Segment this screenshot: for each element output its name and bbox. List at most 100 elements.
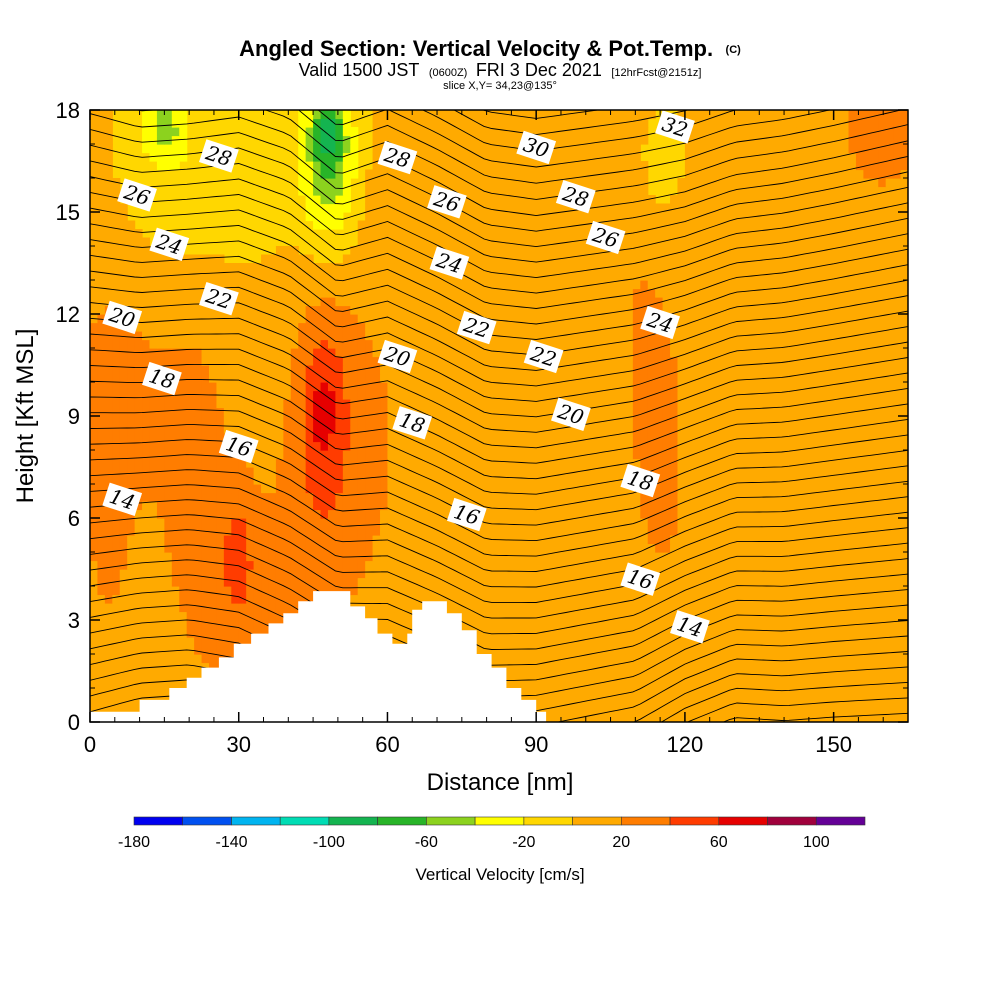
velocity-cell (409, 382, 418, 392)
velocity-cell (603, 399, 612, 409)
velocity-cell (640, 543, 649, 553)
velocity-cell (223, 526, 232, 536)
velocity-cell (855, 713, 864, 722)
velocity-cell (201, 628, 210, 638)
velocity-cell (536, 552, 545, 562)
velocity-cell (194, 501, 203, 511)
velocity-cell (216, 441, 225, 451)
velocity-cell (112, 543, 121, 553)
velocity-cell (149, 390, 158, 400)
velocity-cell (870, 713, 879, 722)
velocity-cell (617, 696, 627, 706)
velocity-cell (327, 339, 336, 349)
velocity-cell (610, 424, 619, 434)
velocity-cell (112, 407, 121, 417)
velocity-cell (789, 365, 798, 375)
velocity-cell (714, 373, 723, 383)
velocity-cell (149, 424, 158, 434)
velocity-cell (833, 416, 842, 426)
velocity-cell (848, 467, 857, 477)
velocity-cell (796, 654, 805, 664)
velocity-cell (528, 662, 537, 672)
velocity-cell (558, 611, 567, 621)
velocity-cell (253, 628, 262, 638)
velocity-cell (841, 518, 850, 528)
velocity-cell (149, 518, 158, 528)
velocity-cell (647, 373, 656, 383)
velocity-cell (90, 603, 99, 613)
velocity-cell (90, 526, 99, 536)
velocity-cell (528, 535, 537, 545)
velocity-cell (670, 492, 679, 502)
velocity-cell (380, 628, 389, 638)
velocity-cell (104, 424, 113, 434)
velocity-cell (818, 365, 827, 375)
velocity-cell (127, 662, 136, 672)
velocity-cell (298, 441, 307, 451)
velocity-cell (759, 407, 768, 417)
velocity-cell (134, 399, 143, 409)
velocity-cell (439, 441, 448, 451)
velocity-cell (394, 586, 403, 596)
velocity-cell (662, 526, 671, 536)
velocity-cell (394, 467, 403, 477)
velocity-cell (90, 577, 99, 587)
velocity-cell (625, 713, 634, 722)
velocity-cell (380, 450, 389, 460)
velocity-cell (789, 637, 798, 647)
velocity-cell (97, 356, 106, 366)
velocity-cell (536, 450, 545, 460)
velocity-cell (766, 390, 775, 400)
velocity-cell (610, 662, 619, 672)
velocity-cell (855, 458, 864, 468)
velocity-cell (833, 365, 842, 375)
velocity-cell (372, 356, 381, 366)
velocity-cell (424, 339, 433, 349)
velocity-cell (551, 475, 560, 485)
velocity-cell (722, 373, 731, 383)
velocity-cell (543, 569, 552, 579)
velocity-cell (476, 475, 485, 485)
velocity-cell (736, 518, 745, 528)
velocity-cell (283, 339, 292, 349)
velocity-cell (610, 458, 619, 468)
velocity-cell (90, 356, 99, 366)
velocity-cell (127, 407, 136, 417)
velocity-cell (171, 509, 180, 519)
velocity-cell (766, 569, 775, 579)
velocity-cell (863, 713, 872, 722)
velocity-cell (551, 654, 560, 664)
velocity-cell (722, 662, 731, 672)
velocity-cell (365, 577, 374, 587)
velocity-cell (766, 526, 775, 536)
velocity-cell (513, 603, 522, 613)
velocity-cell (491, 543, 500, 553)
velocity-cell (253, 450, 262, 460)
velocity-cell (640, 628, 649, 638)
velocity-cell (662, 552, 671, 562)
velocity-cell (885, 492, 894, 502)
velocity-cell (499, 662, 508, 672)
velocity-cell (848, 671, 857, 681)
velocity-cell (588, 696, 597, 706)
velocity-cell (127, 331, 136, 341)
velocity-cell (439, 492, 448, 502)
velocity-cell (543, 416, 552, 426)
velocity-cell (632, 611, 641, 621)
velocity-cell (208, 560, 218, 570)
velocity-cell (789, 373, 798, 383)
velocity-cell (603, 356, 612, 366)
velocity-cell (127, 424, 136, 434)
velocity-cell (744, 424, 753, 434)
velocity-cell (707, 407, 716, 417)
velocity-cell (313, 526, 322, 536)
velocity-cell (885, 645, 894, 655)
velocity-cell (461, 373, 470, 383)
velocity-cell (803, 679, 812, 689)
velocity-cell (365, 594, 374, 604)
velocity-cell (781, 467, 790, 477)
velocity-cell (424, 424, 433, 434)
velocity-cell (253, 390, 262, 400)
velocity-cell (588, 713, 597, 722)
velocity-cell (610, 705, 619, 715)
